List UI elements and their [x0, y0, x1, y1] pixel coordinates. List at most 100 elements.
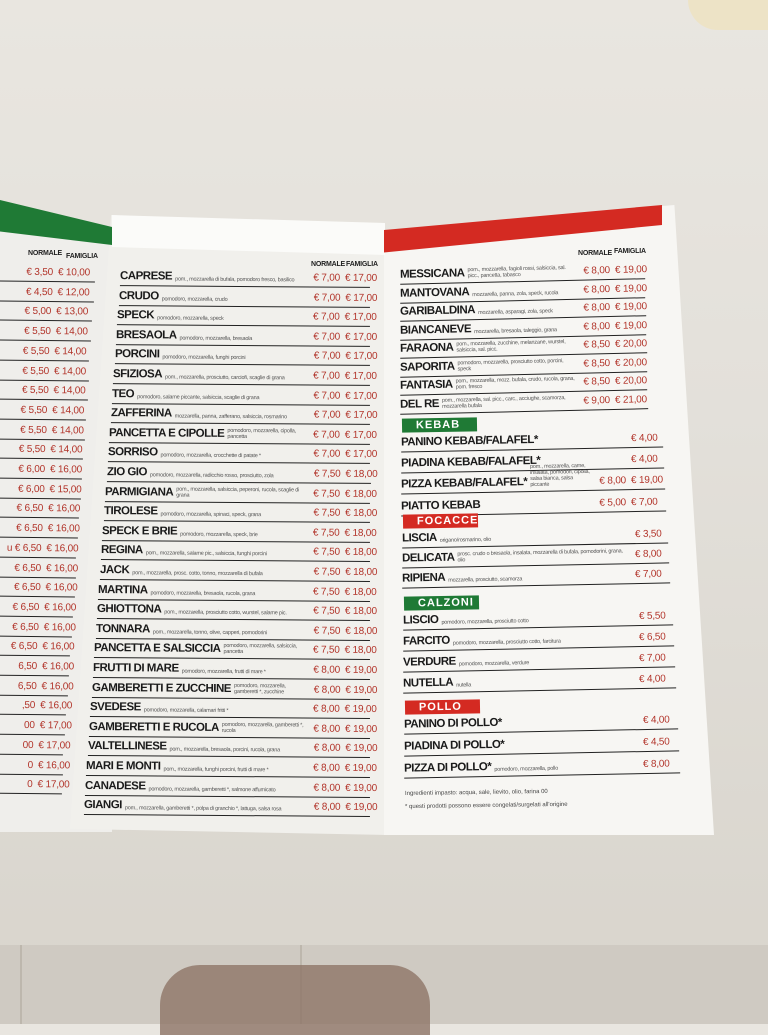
menu-item-name: DELICATA: [401, 551, 455, 565]
price-normale: € 7,00: [313, 409, 341, 421]
floor-tile-seam: [20, 945, 22, 1024]
price-famiglia: € 4,50: [642, 736, 670, 749]
menu-item-ingredients: pomodoro, mozzarella, funghi porcini: [161, 354, 246, 362]
price-normale: 00: [22, 739, 34, 751]
menu-item-label: PANINO DI POLLO*: [404, 714, 639, 732]
menu-item-name: BIANCANEVE: [399, 322, 472, 337]
price-famiglia: € 17,00: [38, 739, 71, 752]
menu-item-ingredients: pom., mozzarella, mozz. bufala, crudo, r…: [455, 375, 575, 391]
menu-middle-panel: [70, 215, 386, 835]
section-header-pollo: POLLO: [404, 699, 481, 715]
menu-item-name: TIROLESE: [103, 505, 158, 518]
price-normale: € 8,00: [583, 302, 611, 314]
menu-item-row: SORRISO pomodoro, mozzarella, crocchette …: [107, 442, 377, 465]
menu-item-row: € 4,50 € 12,00: [0, 281, 94, 303]
menu-item-row: PARMIGIANA pom., mozzarella, salsiccia, p…: [105, 481, 377, 504]
price-famiglia: € 14,00: [53, 365, 87, 377]
price-normale: € 6,50: [11, 621, 39, 633]
price-normale: € 7,00: [313, 331, 341, 343]
menu-item-label: PIZZA DI POLLO* pomodoro, mozzarella, pol…: [404, 758, 639, 776]
menu-item-label: SPECK E BRIE pomodoro, mozzarella, speck,…: [102, 525, 308, 539]
menu-item-ingredients: pom., mozzarella, sal. picc., carc., acc…: [441, 394, 566, 410]
menu-item-row: 6,50 € 16,00: [0, 675, 73, 697]
middle-header-famiglia: FAMIGLIA: [346, 261, 378, 268]
price-normale: € 8,00: [313, 782, 341, 794]
menu-item-name: PIADINA DI POLLO*: [403, 738, 505, 753]
menu-item-ingredients: pomodoro, mozzarella, spinaci, speck, gr…: [160, 511, 261, 519]
price-famiglia: € 15,00: [49, 483, 82, 496]
menu-item-label: FARAONA pom., mozzarella, zucchine, melan…: [400, 339, 576, 356]
price-normale: € 5,50: [23, 325, 51, 338]
menu-item-ingredients: pom., mozzarella, gamberetti *, polpa di…: [124, 805, 281, 813]
menu-item-row: € 5,00 € 13,00: [0, 300, 93, 322]
price-famiglia: € 18,00: [344, 488, 377, 500]
menu-item-row: PANCETTA E SALSICCIA pomodoro, mozzarella…: [94, 638, 377, 661]
menu-item-label: GARIBALDINA mozzarella, asparagi, zola, s…: [400, 302, 576, 319]
menu-item-label: SPECK pomodoro, mozzarella, speck: [117, 309, 308, 323]
menu-item-ingredients: pom., mozzarella, carne, insalata, pomod…: [529, 463, 590, 489]
menu-item-ingredients: pomodoro, mozzarella, verdure: [458, 660, 530, 668]
menu-item-name: ZIO GIO: [106, 466, 147, 479]
menu-item-label: GHIOTTONA pom., mozzarella, prosciutto co…: [97, 603, 308, 617]
price-famiglia: € 8,00: [642, 758, 670, 771]
menu-item-name: CRUDO: [118, 289, 159, 302]
price-famiglia: € 16,00: [48, 503, 81, 515]
price-famiglia: € 16,00: [47, 523, 80, 535]
price-normale: € 6,50: [12, 601, 40, 613]
menu-item-label: MARTINA pomodoro, mozzarella, bresaola, r…: [98, 584, 308, 598]
price-famiglia: € 5,50: [638, 610, 666, 623]
menu-item-ingredients: pomodoro, mozzarella, cipolla, pancetta: [227, 427, 297, 440]
price-famiglia: € 4,00: [630, 432, 658, 445]
menu-item-name: REGINA: [101, 544, 143, 557]
price-famiglia: € 14,00: [51, 424, 84, 437]
menu-item-label: DEL RE pom., mozzarella, sal. picc., carc…: [400, 394, 576, 411]
price-famiglia: € 4,00: [630, 453, 658, 466]
menu-item-name: PARMIGIANA: [105, 485, 174, 499]
price-famiglia: € 19,00: [344, 664, 378, 677]
price-famiglia: € 16,00: [44, 602, 77, 614]
menu-item-row: SVEDESE pomodoro, mozzarella, calamari fr…: [90, 697, 377, 720]
menu-item-label: DELICATA prosc. crudo o bresaola, insalat…: [402, 548, 631, 565]
menu-item-ingredients: pom., mozzarella, tonno, olive, capperi,…: [152, 629, 267, 637]
price-famiglia: € 16,00: [37, 759, 71, 771]
menu-item-row: € 6,50 € 16,00: [0, 596, 77, 618]
menu-item-row: € 6,50 € 16,00: [0, 497, 81, 519]
price-famiglia: € 16,00: [46, 542, 79, 555]
price-famiglia: € 19,00: [344, 762, 378, 775]
price-famiglia: € 14,00: [52, 405, 85, 417]
menu-item-row: 00 € 17,00: [0, 714, 72, 736]
menu-item-label: FANTASIA pom., mozzarella, mozz. bufala, …: [400, 376, 576, 393]
menu-item-row: ZAFFERINA mozzarella, panna, zafferano, s…: [110, 403, 377, 426]
menu-item-name: PIZZA DI POLLO*: [403, 760, 492, 775]
menu-item-name: RIPIENA: [401, 571, 446, 585]
menu-item-ingredients: pom., mozzarella, zucchine, melanzane, w…: [456, 339, 566, 354]
left-header-normale: NORMALE: [28, 250, 62, 257]
price-normale: € 8,00: [313, 723, 341, 735]
price-famiglia: € 20,00: [614, 356, 648, 369]
menu-item-row: TEO pomodoro, salame piccante, salsiccia,…: [111, 383, 377, 406]
menu-item-row: € 6,50 € 16,00: [0, 576, 77, 598]
menu-item-name: SPECK E BRIE: [102, 524, 178, 538]
menu-item-ingredients: nutella: [456, 682, 472, 689]
price-famiglia: € 17,00: [344, 292, 377, 304]
menu-item-label: CRUDO pomodoro, mozzarella, crudo: [119, 290, 308, 304]
price-famiglia: € 12,00: [57, 286, 90, 299]
menu-item-ingredients: pomodoro, mozzarella, radicchio rosso, p…: [149, 472, 273, 480]
menu-item-name: TONNARA: [95, 622, 150, 636]
menu-item-label: SORRISO pomodoro, mozzarella, crocchette …: [108, 446, 308, 460]
menu-item-ingredients: pomodoro, mozzarella, bresaola, rucola, …: [150, 590, 256, 597]
price-normale: € 7,00: [313, 448, 341, 461]
price-normale: € 7,00: [313, 370, 341, 382]
menu-item-name: SFIZIOSA: [113, 368, 163, 381]
menu-item-name: GAMBERETTI E ZUCCHINE: [91, 681, 231, 695]
menu-item-label: BRESAOLA pomodoro, mozzarella, bresaola: [116, 329, 308, 343]
menu-item-ingredients: pomodoro, mozzarella, speck, brie: [180, 531, 259, 538]
menu-item-row: 00 € 17,00: [0, 734, 71, 756]
right-header-famiglia: FAMIGLIA: [614, 248, 646, 255]
menu-item-label: PANINO KEBAB/FALAFEL*: [401, 432, 627, 449]
price-normale: € 4,50: [25, 286, 53, 298]
menu-item-row: PORCINI pomodoro, mozzarella, funghi porc…: [114, 344, 377, 367]
price-famiglia: € 17,00: [344, 370, 378, 382]
menu-item-ingredients: pomodoro, mozzarella, prosciutto cotto, …: [452, 638, 561, 647]
menu-item-ingredients: [483, 508, 592, 511]
